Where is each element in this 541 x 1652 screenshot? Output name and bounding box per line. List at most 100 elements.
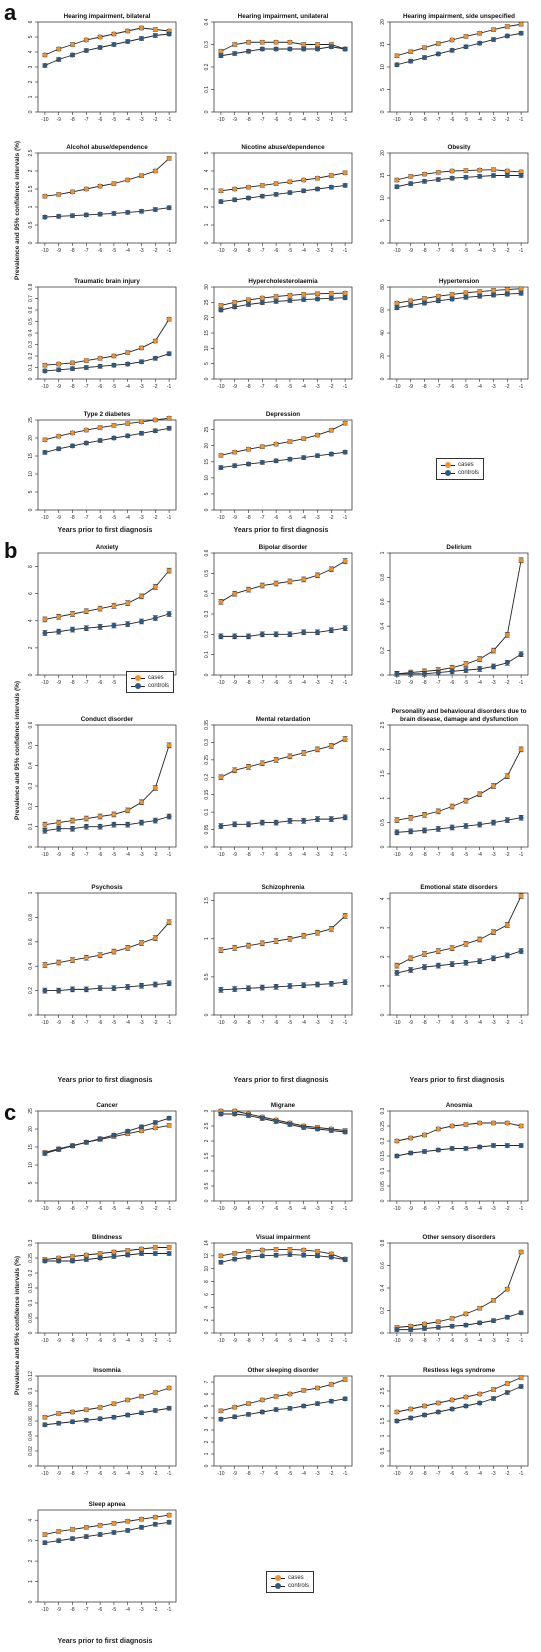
series-cases-line <box>220 292 346 306</box>
y-tick-label: 0 <box>28 110 34 113</box>
y-tick-label: 8 <box>28 565 34 568</box>
data-point <box>422 178 427 184</box>
data-point <box>125 433 131 439</box>
data-point <box>83 1407 89 1413</box>
y-tick-label: 4 <box>28 50 34 53</box>
data-point <box>477 1400 483 1406</box>
data-point <box>463 1311 469 1317</box>
chart-emotional-state-disorders: Emotional state disorders 0 1 2 3 4 -10 -9 -8 -7 -… <box>380 884 529 1026</box>
legend-a: cases controls <box>436 458 485 480</box>
y-tick-label: 0.1 <box>28 364 34 371</box>
data-point <box>152 33 158 38</box>
series-cases <box>218 290 348 308</box>
chart-depression: Depression 0 5 10 15 20 25 -10 -9 -8 -7 -6 -5 -4 -3 -2 -… <box>204 411 353 521</box>
x-tick-label: -4 <box>477 1206 482 1212</box>
x-tick-label: -2 <box>505 248 510 254</box>
data-point <box>422 827 427 833</box>
data-point <box>463 33 469 39</box>
data-point <box>56 820 62 826</box>
chart-personality-and-behavioural-disorders-du: Personality and behavioural disorders du… <box>380 708 529 858</box>
x-tick-label: -8 <box>246 384 251 390</box>
x-tick-label: -7 <box>260 384 265 390</box>
data-point <box>435 41 441 47</box>
data-point <box>97 1532 103 1537</box>
y-tick-label: 5 <box>380 219 386 222</box>
y-tick-label: 0.02 <box>28 1446 34 1456</box>
y-tick-label: 1 <box>204 1169 210 1172</box>
data-point <box>166 1115 172 1121</box>
data-point <box>259 985 265 990</box>
data-point <box>518 290 524 296</box>
data-point <box>125 1527 131 1533</box>
data-point <box>518 286 524 292</box>
y-tick-label: 14 <box>204 1240 210 1246</box>
data-point <box>394 829 400 835</box>
series-controls-line <box>396 32 522 66</box>
y-tick-label: 2 <box>204 205 210 208</box>
data-point <box>111 1401 117 1407</box>
x-tick-label: -4 <box>301 680 306 686</box>
data-point <box>139 173 144 179</box>
y-tick-label: 5 <box>380 88 386 91</box>
series-cases <box>42 1512 172 1537</box>
data-point <box>394 1138 400 1144</box>
data-point <box>394 970 400 976</box>
data-point <box>449 668 455 674</box>
data-point <box>259 820 265 826</box>
data-point <box>70 1143 75 1149</box>
data-point <box>42 630 48 636</box>
x-tick-label: -1 <box>343 1020 348 1026</box>
data-point <box>42 828 48 834</box>
y-tick-label: 0 <box>380 1331 386 1334</box>
x-tick-label: -9 <box>56 1020 61 1026</box>
data-point <box>328 451 334 457</box>
y-tick-label: 0.4 <box>28 963 34 970</box>
data-point <box>42 1422 48 1428</box>
data-point <box>301 46 307 52</box>
x-tick-label: -10 <box>41 117 48 123</box>
data-point <box>408 1406 414 1412</box>
x-tick-label: -3 <box>139 852 144 858</box>
x-tick-label: -4 <box>477 1471 482 1477</box>
data-point <box>394 963 400 969</box>
y-tick-label: 0 <box>204 110 210 113</box>
data-point <box>166 980 172 986</box>
series-cases <box>394 746 524 823</box>
data-point <box>83 37 89 43</box>
data-point <box>477 1144 483 1150</box>
data-point <box>139 25 144 31</box>
x-tick-label: -9 <box>408 117 413 123</box>
data-point <box>83 365 89 370</box>
data-point <box>42 988 48 994</box>
data-point <box>70 1419 75 1425</box>
x-tick-label: -10 <box>393 248 400 254</box>
data-point <box>273 46 279 52</box>
x-tick-label: -3 <box>315 1338 320 1344</box>
data-point <box>152 338 158 344</box>
data-point <box>504 291 510 297</box>
data-point <box>111 985 117 991</box>
y-tick-label: 20 <box>28 435 34 441</box>
x-tick-label: -2 <box>153 515 158 521</box>
series-cases-line <box>220 1379 346 1412</box>
data-point <box>83 440 89 446</box>
data-point <box>259 193 265 199</box>
data-point <box>449 1315 455 1321</box>
data-point <box>477 1120 483 1126</box>
chart-type-2-diabetes: Type 2 diabetes 0 5 10 15 20 25 -10 -9 -8 -7 -6 -5 -4… <box>28 411 177 521</box>
series-controls-line <box>44 1521 170 1544</box>
data-point <box>166 425 172 431</box>
data-point <box>166 1405 172 1411</box>
chart-title: Alcohol abuse/dependence <box>66 144 148 151</box>
plot-frame <box>37 552 177 676</box>
y-tick-label: 2 <box>380 1404 386 1407</box>
y-tick-label: 0.2 <box>28 352 34 359</box>
x-tick-label: -7 <box>84 1607 89 1613</box>
y-tick-label: 0.1 <box>204 651 210 658</box>
data-point <box>287 439 293 444</box>
data-point <box>315 1385 320 1391</box>
series-cases-line <box>396 895 522 967</box>
data-point <box>70 430 75 436</box>
legend-swatch-cases <box>275 1574 281 1581</box>
data-point <box>42 52 48 58</box>
